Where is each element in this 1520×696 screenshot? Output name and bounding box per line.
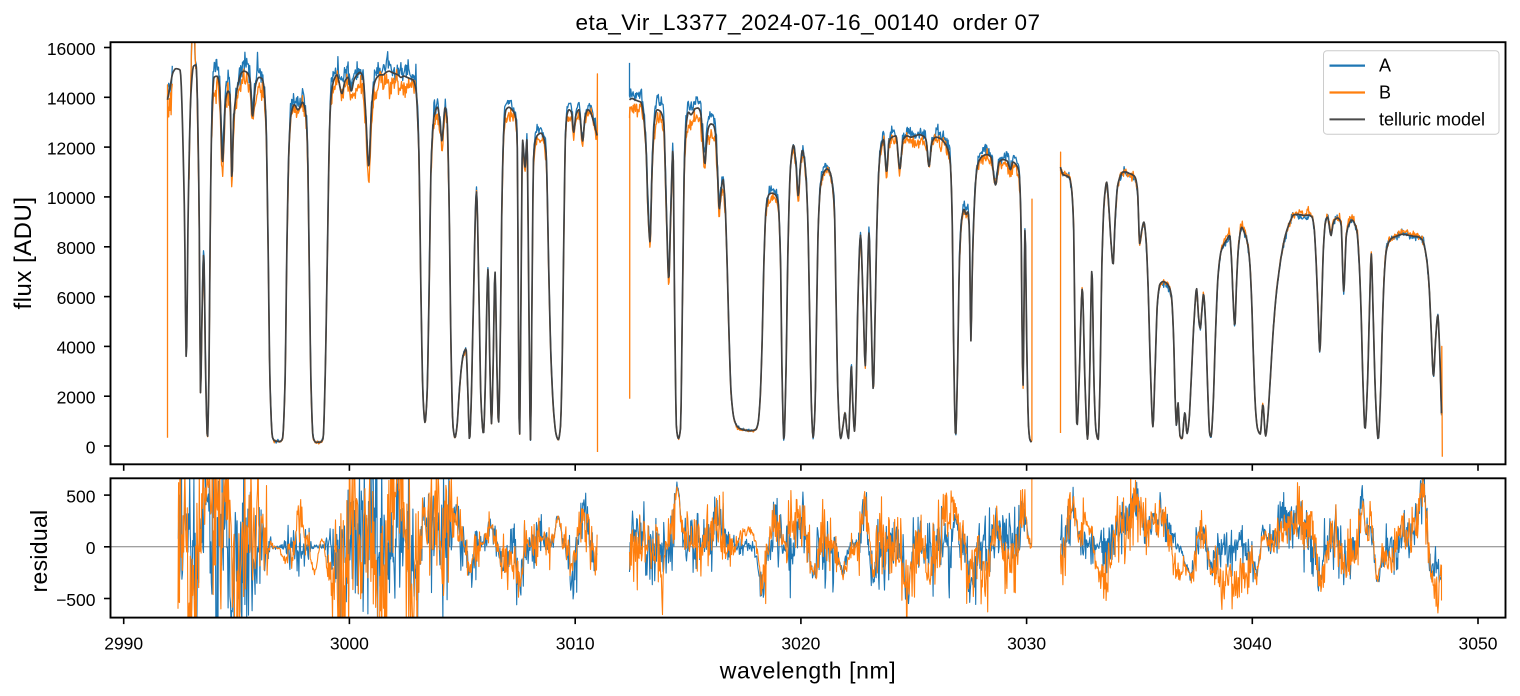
svg-text:0: 0 <box>86 538 96 558</box>
svg-text:0: 0 <box>86 437 96 457</box>
svg-text:6000: 6000 <box>57 288 96 308</box>
svg-text:2990: 2990 <box>104 634 143 654</box>
svg-text:flux [ADU]: flux [ADU] <box>10 196 37 309</box>
svg-text:8000: 8000 <box>57 238 96 258</box>
svg-text:3040: 3040 <box>1233 634 1272 654</box>
svg-text:telluric model: telluric model <box>1379 109 1485 129</box>
svg-text:B: B <box>1379 83 1391 103</box>
svg-text:wavelength [nm]: wavelength [nm] <box>719 658 896 684</box>
svg-text:16000: 16000 <box>47 39 96 59</box>
svg-text:residual: residual <box>26 510 52 593</box>
svg-text:4000: 4000 <box>57 338 96 358</box>
svg-text:−500: −500 <box>56 590 96 610</box>
svg-text:2000: 2000 <box>57 388 96 408</box>
svg-text:eta_Vir_L3377_2024-07-16_00140: eta_Vir_L3377_2024-07-16_00140 order 07 <box>576 10 1041 35</box>
svg-text:10000: 10000 <box>47 188 96 208</box>
svg-text:12000: 12000 <box>47 138 96 158</box>
svg-text:500: 500 <box>66 486 95 506</box>
svg-text:3030: 3030 <box>1007 634 1046 654</box>
svg-text:3050: 3050 <box>1459 634 1498 654</box>
svg-text:3000: 3000 <box>330 634 369 654</box>
svg-text:14000: 14000 <box>47 89 96 109</box>
svg-text:3020: 3020 <box>781 634 820 654</box>
svg-text:3010: 3010 <box>556 634 595 654</box>
svg-text:A: A <box>1379 56 1391 76</box>
